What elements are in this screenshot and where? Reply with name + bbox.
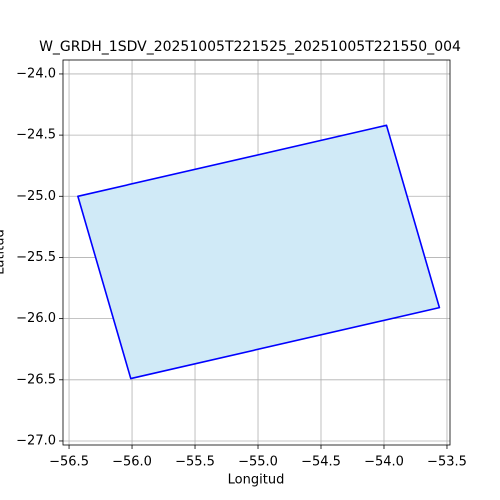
x-tick-label: −55.5 <box>175 455 215 470</box>
chart-title: W_GRDH_1SDV_20251005T221525_20251005T221… <box>39 39 461 55</box>
y-tick-label: −25.0 <box>16 189 56 204</box>
y-tick-label: −25.5 <box>16 250 56 265</box>
polygon <box>77 124 441 380</box>
y-tick-label: −26.0 <box>16 311 56 326</box>
y-tick-label: −27.0 <box>16 433 56 448</box>
y-tick-label: −24.0 <box>16 66 56 81</box>
x-tick-label: −54.0 <box>364 455 404 470</box>
x-tick-label: −53.5 <box>427 455 467 470</box>
x-tick-label: −55.0 <box>238 455 278 470</box>
plot-frame <box>62 59 451 446</box>
x-axis-label: Longitud <box>228 473 285 488</box>
y-tick-label: −24.5 <box>16 128 56 143</box>
y-tick-label: −26.5 <box>16 372 56 387</box>
y-axis-label: Latitud <box>0 229 8 275</box>
x-tick-label: −56.0 <box>112 455 152 470</box>
x-tick-label: −54.5 <box>301 455 341 470</box>
x-tick-label: −56.5 <box>49 455 89 470</box>
